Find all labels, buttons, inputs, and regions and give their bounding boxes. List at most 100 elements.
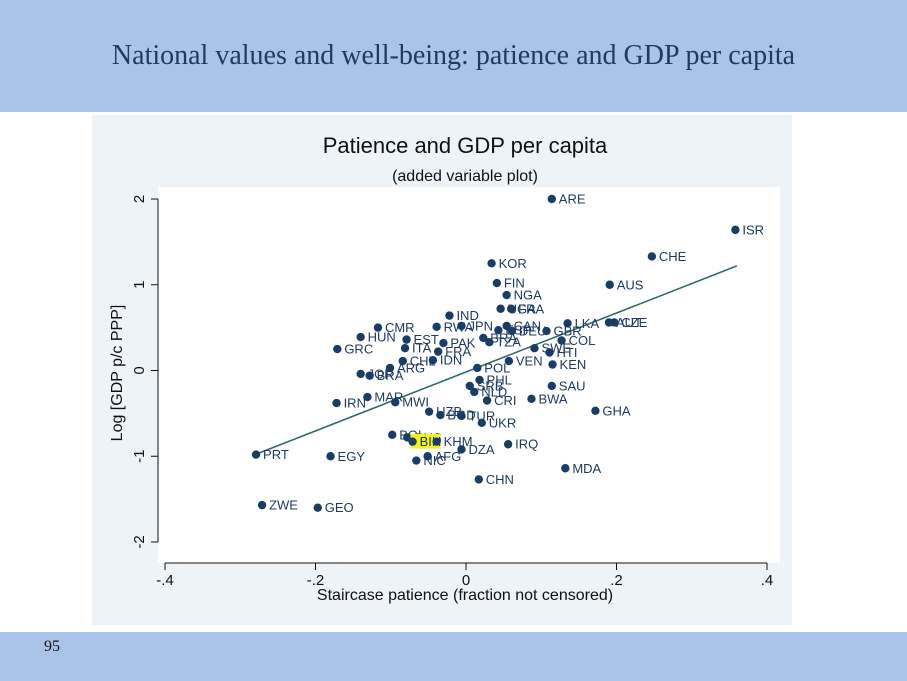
x-tick-label: .2 [610,572,623,589]
point-label: UKR [489,415,516,430]
point-label: JOR [368,366,394,381]
point-label: KHM [444,434,473,449]
data-point [557,336,566,345]
data-point [506,304,516,313]
data-point [494,325,503,335]
data-point [408,437,417,446]
data-point [257,500,267,510]
data-point [457,445,466,454]
point-label: GBR [554,324,582,339]
point-label: LKA [575,316,600,331]
y-tick-label: -1 [131,450,148,463]
data-point [398,356,407,366]
point-label: FIN [504,276,525,291]
y-tick-label: 1 [131,281,148,289]
data-point [433,347,443,356]
data-point [363,392,372,402]
highlight-box [410,433,441,449]
data-point [356,369,365,379]
point-label: VEN [516,354,543,369]
point-label: COL [569,333,596,348]
point-label: ZWE [269,498,298,513]
point-label: KOR [499,256,527,271]
data-point [412,456,421,465]
data-point [485,338,494,347]
axes: -.4 -.2 0 .2 .4 -2 -1 0 1 2 [131,195,773,589]
chart-panel: Patience and GDP per capita (added varia… [92,115,792,625]
point-label: NLD [481,384,507,399]
data-point [326,452,335,461]
point-label: CAN [514,318,541,333]
data-point [373,323,383,332]
data-point [547,194,556,204]
data-point [365,371,374,380]
data-point [432,437,441,446]
point-label: IRQ [515,437,538,452]
point-label: DZA [468,442,494,457]
point-label: AUT [616,315,642,330]
point-label: TUR [468,408,495,423]
points-group: AREISRCHEKORFINAUSNGAFRAUGAINDRWAJPNCANC… [251,192,764,515]
point-label: BRA [377,368,404,383]
data-point [563,319,572,328]
point-label: NGA [514,288,543,303]
point-label: CHE [659,249,687,264]
point-label: BWA [538,391,567,406]
y-tick-label: -2 [131,535,148,548]
data-point [610,318,619,327]
point-label: UGA [508,301,537,316]
point-label: POL [484,360,510,375]
data-point [530,344,539,353]
point-label: MDA [572,461,601,476]
data-point [439,338,448,348]
point-label: GRC [344,342,373,357]
y-axis-label: Log [GDP p/c PPP] [109,305,126,442]
data-point [504,356,514,366]
data-point [561,464,570,473]
point-label: EGY [338,449,366,464]
point-label: ISR [742,222,764,237]
data-point [475,375,484,385]
slide-number: 95 [44,638,60,655]
point-label: JPN [468,318,493,333]
data-point [548,360,557,369]
point-label: IND [456,308,478,323]
data-point [424,407,434,416]
data-point [457,321,466,331]
point-label: PHL [487,372,512,387]
data-point [605,280,614,289]
point-label: IDN [440,353,462,368]
title-bar [0,0,907,112]
data-point [731,225,740,235]
point-label: CHL [410,354,436,369]
data-point [473,363,482,373]
point-label: GEO [325,500,354,515]
point-label: NIC [423,453,445,468]
point-label: PRT [263,447,289,462]
point-label: DEU [519,324,546,339]
point-label: HTI [557,345,578,360]
point-label: FRA [518,301,544,316]
data-point [502,321,511,331]
data-point [474,475,483,484]
data-point [492,278,502,288]
data-point [487,259,496,268]
point-label: CZE [621,315,647,330]
point-label: ARG [397,360,425,375]
x-axis-label: Staircase patience (fraction not censore… [317,587,613,604]
chart-subtitle: (added variable plot) [392,168,538,185]
data-point [496,304,505,313]
data-point [445,311,454,320]
point-label: CRI [494,393,516,408]
data-point [391,398,400,407]
point-label: GHA [602,403,631,418]
fit-line-group [255,265,738,456]
data-point [428,356,438,365]
plot-area [158,187,780,563]
data-point [432,322,441,331]
data-point [333,344,342,354]
data-point [313,503,322,512]
scatter-chart: Patience and GDP per capita (added varia… [92,115,792,625]
point-label: CHN [486,472,514,487]
y-tick-label: 2 [131,195,148,203]
